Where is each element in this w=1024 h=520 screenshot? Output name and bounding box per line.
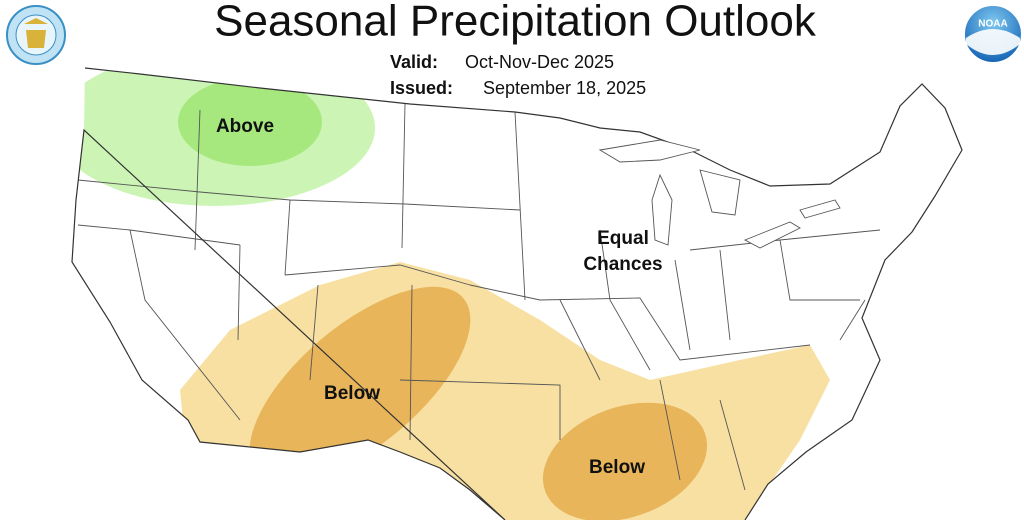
valid-label: Valid: <box>390 52 438 72</box>
issued-label: Issued: <box>390 78 453 98</box>
region-label: Equal <box>597 228 649 249</box>
us-outline <box>71 67 963 520</box>
valid-value: Oct-Nov-Dec 2025 <box>465 52 614 72</box>
region-label: Above <box>216 116 274 137</box>
noaa-logo-text: NOAA <box>978 19 1007 30</box>
region-label: Below <box>324 383 380 404</box>
title: Seasonal Precipitation Outlook <box>214 0 817 46</box>
commerce-logo <box>6 5 66 65</box>
noaa-logo: NOAA <box>963 4 1023 64</box>
issued-value: September 18, 2025 <box>483 78 646 98</box>
region-label: Below <box>589 457 645 478</box>
great-lakes <box>598 139 841 249</box>
region-label: Chances <box>583 254 662 275</box>
